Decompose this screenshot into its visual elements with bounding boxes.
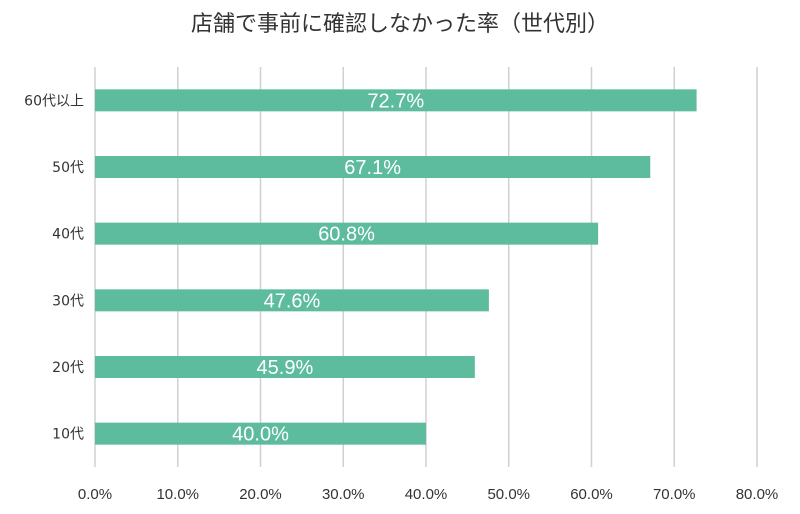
x-tick-label: 70.0% xyxy=(653,486,696,503)
y-axis-category-labels: 60代以上 50代 40代 30代 20代 10代 xyxy=(24,93,84,442)
category-label: 20代 xyxy=(52,360,84,376)
data-label: 45.9% xyxy=(257,357,314,379)
bar xyxy=(95,422,426,445)
data-label: 67.1% xyxy=(344,157,401,179)
bar xyxy=(95,289,489,312)
category-label: 60代以上 xyxy=(24,93,84,109)
x-tick-label: 10.0% xyxy=(156,486,199,503)
x-tick-label: 80.0% xyxy=(736,486,779,503)
data-label: 72.7% xyxy=(367,90,424,112)
chart-title: 店舗で事前に確認しなかった率（世代別） xyxy=(190,12,609,37)
bar xyxy=(95,89,697,112)
grid-lines xyxy=(94,67,758,467)
data-labels: 72.7% 67.1% 60.8% 47.6% 45.9% 40.0% xyxy=(232,90,424,445)
bars xyxy=(95,89,697,445)
x-tick-label: 50.0% xyxy=(487,486,530,503)
bar xyxy=(95,356,475,378)
x-tick-label: 20.0% xyxy=(239,486,282,503)
x-tick-label: 0.0% xyxy=(78,486,112,503)
x-tick-label: 40.0% xyxy=(405,486,448,503)
x-tick-label: 60.0% xyxy=(570,486,613,503)
bar xyxy=(95,222,599,245)
category-label: 10代 xyxy=(52,427,84,443)
data-label: 47.6% xyxy=(264,290,321,312)
category-label: 40代 xyxy=(52,227,84,243)
data-label: 40.0% xyxy=(232,424,289,446)
data-label: 60.8% xyxy=(318,224,375,246)
category-label: 30代 xyxy=(52,293,84,309)
bar xyxy=(95,156,651,178)
x-tick-label: 30.0% xyxy=(322,486,365,503)
x-axis-tick-labels: 0.0% 10.0% 20.0% 30.0% 40.0% 50.0% 60.0% 70.0% 8… xyxy=(78,486,778,503)
category-label: 50代 xyxy=(52,160,84,176)
